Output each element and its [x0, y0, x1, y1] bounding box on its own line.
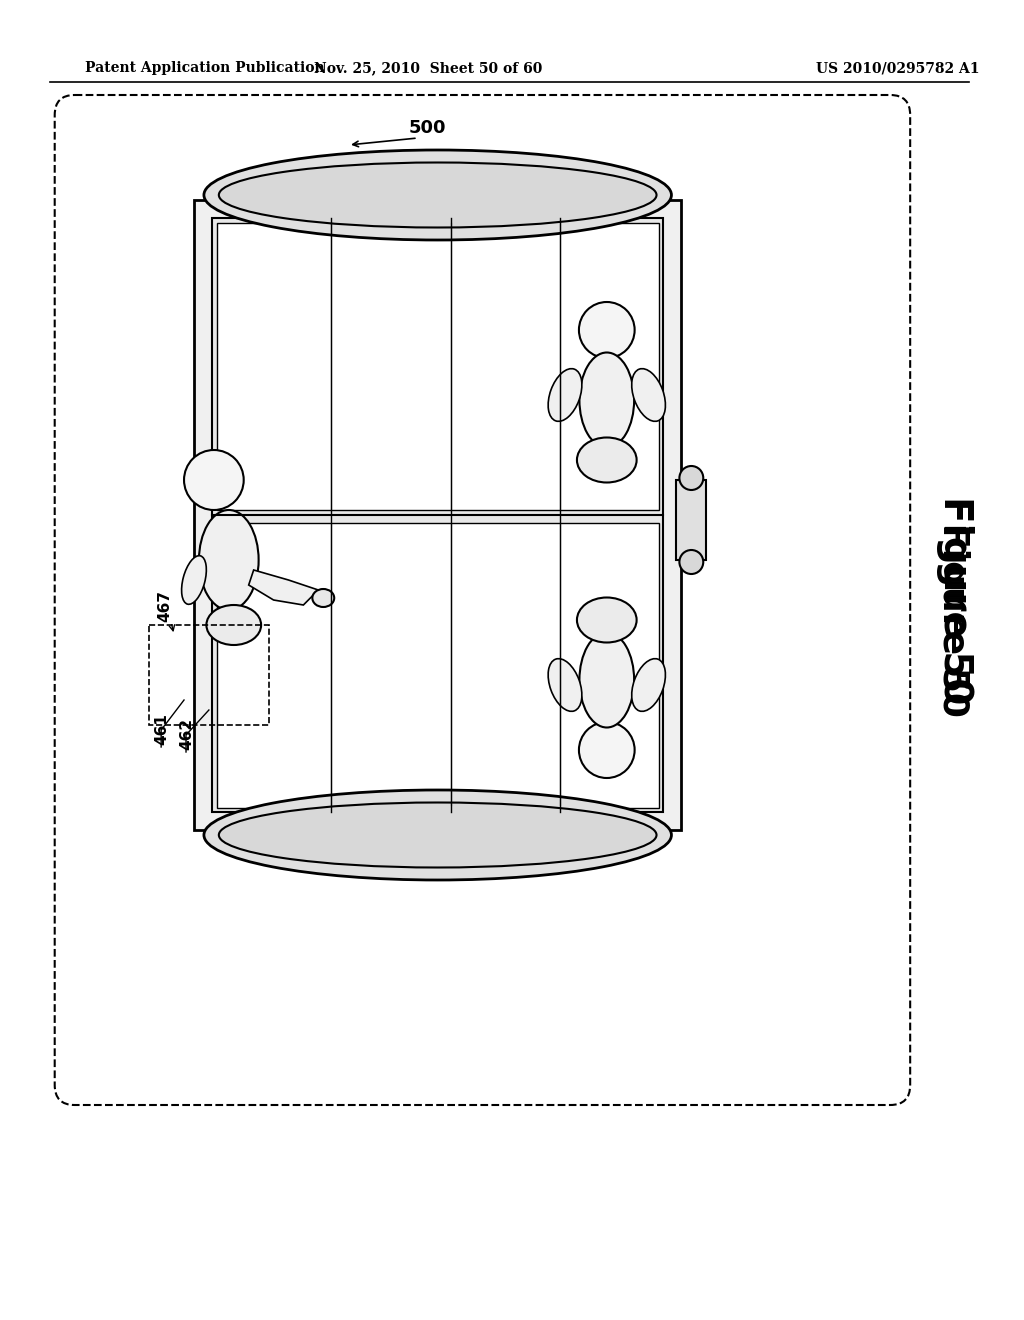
Ellipse shape	[580, 632, 634, 727]
Ellipse shape	[207, 605, 261, 645]
Ellipse shape	[219, 162, 656, 227]
Text: Patent Application Publication: Patent Application Publication	[85, 61, 325, 75]
Text: 467: 467	[157, 590, 172, 622]
Circle shape	[579, 302, 635, 358]
Circle shape	[184, 450, 244, 510]
Polygon shape	[249, 570, 318, 605]
Ellipse shape	[312, 589, 334, 607]
Ellipse shape	[577, 437, 637, 483]
Bar	[194, 201, 681, 830]
Bar	[217, 223, 658, 510]
Text: 500: 500	[409, 119, 446, 137]
Text: 462: 462	[179, 718, 195, 750]
FancyBboxPatch shape	[54, 95, 910, 1105]
Text: Nov. 25, 2010  Sheet 50 of 60: Nov. 25, 2010 Sheet 50 of 60	[313, 61, 542, 75]
Bar	[150, 624, 268, 725]
Ellipse shape	[548, 659, 582, 711]
Circle shape	[679, 550, 703, 574]
Ellipse shape	[577, 598, 637, 643]
Text: Figure 50: Figure 50	[936, 496, 974, 704]
Ellipse shape	[580, 352, 634, 447]
Circle shape	[679, 466, 703, 490]
Circle shape	[579, 722, 635, 777]
Ellipse shape	[219, 803, 656, 867]
Text: US 2010/0295782 A1: US 2010/0295782 A1	[816, 61, 979, 75]
Ellipse shape	[204, 789, 672, 880]
Ellipse shape	[181, 556, 207, 605]
Ellipse shape	[199, 510, 259, 610]
Ellipse shape	[548, 368, 582, 421]
Bar	[212, 218, 664, 812]
Text: Figure 50: Figure 50	[936, 523, 970, 717]
Ellipse shape	[632, 659, 666, 711]
Ellipse shape	[204, 150, 672, 240]
Bar	[677, 480, 707, 560]
Ellipse shape	[632, 368, 666, 421]
Bar	[217, 523, 658, 808]
Text: 461: 461	[155, 713, 169, 744]
